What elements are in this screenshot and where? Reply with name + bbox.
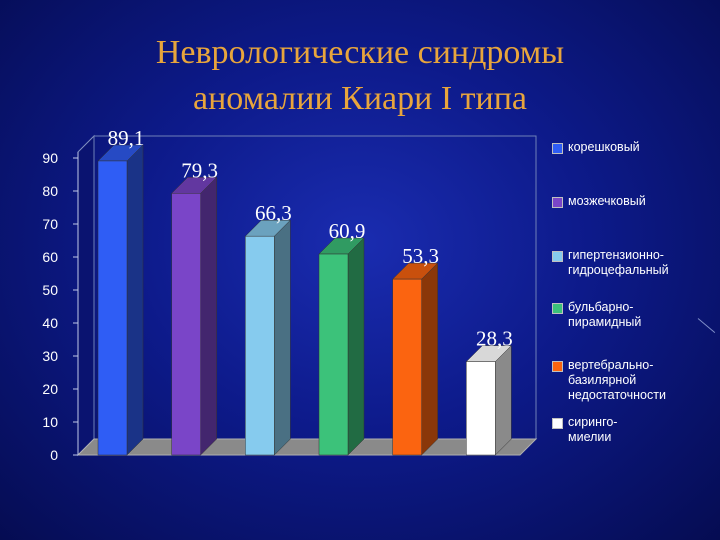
y-tick-label: 30 — [42, 348, 58, 364]
bar-side — [347, 237, 365, 456]
legend-label: вертебрально- базилярной недостаточности — [568, 358, 666, 402]
bar — [171, 193, 201, 456]
y-tick-label: 0 — [50, 447, 58, 463]
bar — [318, 253, 349, 456]
bar — [392, 278, 422, 456]
legend-swatch — [552, 197, 563, 208]
legend-label: бульбарно- пирамидный — [568, 300, 642, 329]
chart-title: Неврологические синдромы аномалии Киари … — [0, 30, 720, 122]
legend-swatch — [552, 418, 563, 429]
data-label: 28,3 — [476, 327, 513, 351]
y-tick-label: 80 — [42, 183, 58, 199]
data-label: 60,9 — [329, 219, 366, 243]
bar-side — [274, 219, 291, 456]
bar-side — [126, 144, 144, 456]
data-label: 79,3 — [181, 158, 218, 182]
data-label: 89,1 — [108, 126, 145, 150]
legend-swatch — [552, 143, 563, 154]
legend-label: мозжечковый — [568, 194, 646, 208]
bar-side — [200, 176, 217, 456]
data-label: 53,3 — [402, 244, 439, 268]
y-tick-label: 60 — [42, 249, 58, 265]
bar — [245, 235, 275, 456]
y-tick-label: 10 — [42, 414, 58, 430]
bar-side — [421, 262, 438, 456]
legend-label: гипертензионно- гидроцефальный — [568, 248, 669, 277]
legend-label: корешковый — [568, 140, 640, 154]
legend-label: сиринго- миелии — [568, 415, 618, 444]
data-label: 66,3 — [255, 201, 292, 225]
legend-swatch — [552, 303, 563, 314]
title-line-1: Неврологические синдромы — [155, 34, 565, 71]
y-tick-label: 90 — [42, 150, 58, 166]
plot-side-wall — [77, 134, 95, 457]
bar — [466, 361, 496, 456]
bar-side — [495, 345, 512, 456]
bar — [97, 160, 128, 456]
y-tick-label: 40 — [42, 315, 58, 331]
y-tick-label: 50 — [42, 282, 58, 298]
y-tick-label: 20 — [42, 381, 58, 397]
title-line-2: аномалии Киари I типа — [193, 80, 527, 117]
legend-swatch — [552, 251, 563, 262]
y-tick-label: 70 — [42, 216, 58, 232]
legend-swatch — [552, 361, 563, 372]
